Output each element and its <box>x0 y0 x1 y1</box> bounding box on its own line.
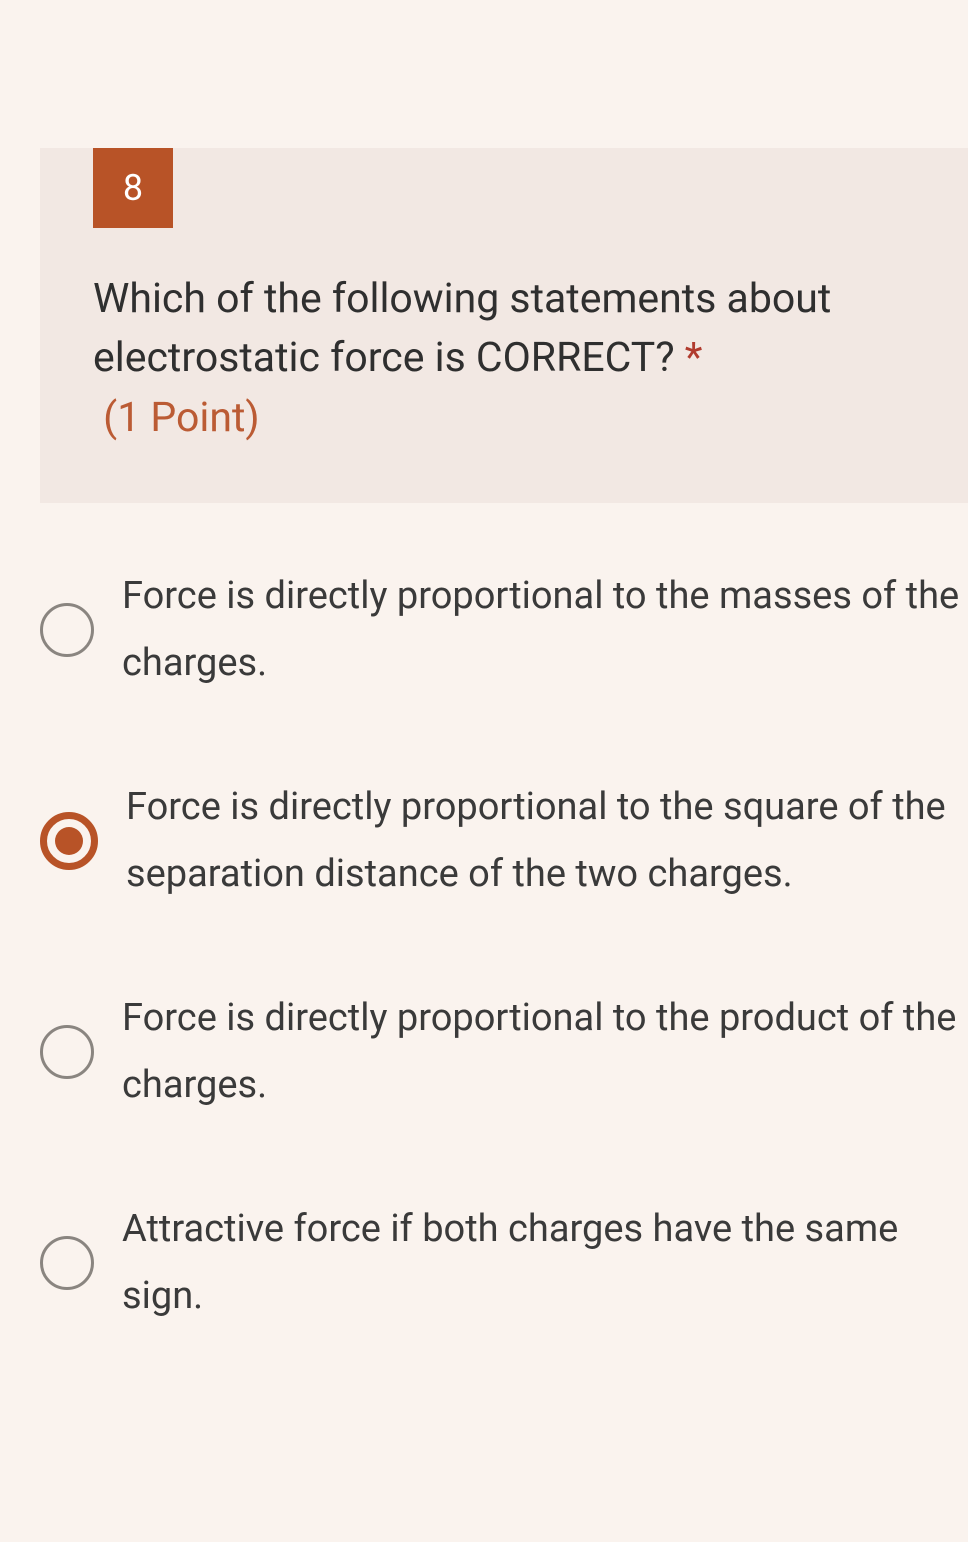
question-text-block: Which of the following statements about … <box>93 270 968 448</box>
option-row[interactable]: Force is directly proportional to the pr… <box>40 985 968 1118</box>
radio-icon[interactable] <box>40 812 98 870</box>
radio-icon[interactable] <box>40 603 94 657</box>
question-card: 8 Which of the following statements abou… <box>40 148 968 503</box>
option-label: Force is directly proportional to the pr… <box>122 985 968 1118</box>
question-text: Which of the following statements about … <box>93 275 831 382</box>
radio-icon[interactable] <box>40 1025 94 1079</box>
option-row[interactable]: Attractive force if both charges have th… <box>40 1196 968 1329</box>
option-label: Force is directly proportional to the ma… <box>122 563 968 696</box>
required-indicator: * <box>685 334 703 382</box>
question-number-badge: 8 <box>93 148 173 228</box>
option-row[interactable]: Force is directly proportional to the ma… <box>40 563 968 696</box>
option-label: Force is directly proportional to the sq… <box>126 774 968 907</box>
option-label: Attractive force if both charges have th… <box>122 1196 968 1329</box>
option-row[interactable]: Force is directly proportional to the sq… <box>40 774 968 907</box>
options-group: Force is directly proportional to the ma… <box>40 563 968 1329</box>
points-label: (1 Point) <box>103 394 260 442</box>
radio-icon[interactable] <box>40 1236 94 1290</box>
question-number: 8 <box>123 167 143 209</box>
